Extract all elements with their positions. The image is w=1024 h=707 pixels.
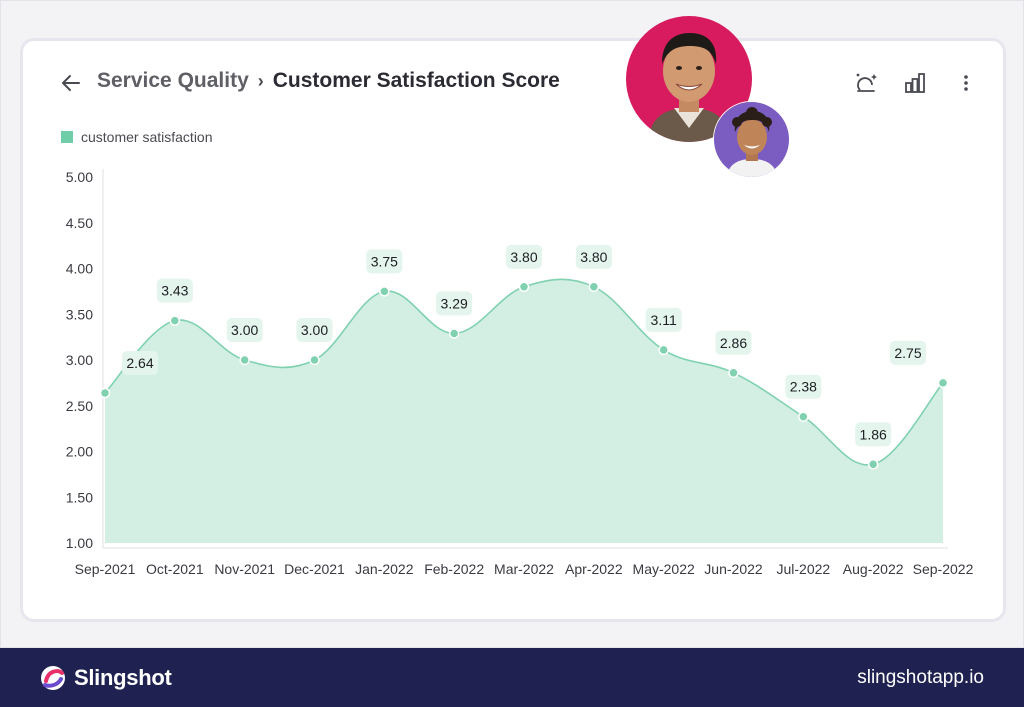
more-options-button[interactable] (952, 69, 980, 97)
data-point[interactable] (658, 344, 669, 356)
data-point[interactable] (728, 367, 739, 379)
breadcrumb-separator: › (257, 70, 264, 91)
data-label: 2.86 (720, 335, 747, 351)
series-area (105, 279, 943, 543)
area-chart: 1.00 1.50 2.00 2.50 3.00 3.50 4.00 4.50 5.00 Sep… (66, 169, 974, 577)
data-point[interactable] (937, 377, 949, 389)
breadcrumb: Service Quality › Customer Satisfaction … (97, 69, 560, 93)
breadcrumb-parent[interactable]: Service Quality (97, 69, 249, 92)
data-label-bg (156, 278, 193, 303)
data-label-bg (645, 307, 682, 332)
y-axis: 1.00 1.50 2.00 2.50 3.00 3.50 4.00 4.50 5.00 (66, 169, 93, 551)
data-points (99, 281, 949, 470)
bar-chart-icon (905, 73, 925, 93)
data-label-bg (890, 340, 926, 365)
data-label-bg (855, 422, 892, 447)
data-point[interactable] (309, 354, 320, 366)
data-label-bg (785, 374, 822, 399)
x-axis: Sep-2021 Oct-2021 Nov-2021 Dec-2021 Jan-2022… (75, 561, 974, 577)
brand-name: Slingshot (74, 664, 172, 690)
data-point[interactable] (99, 387, 111, 399)
x-tick-label: Nov-2021 (214, 561, 275, 577)
presenter-avatar-large (626, 16, 752, 142)
y-tick-label: 4.00 (66, 261, 93, 277)
page-title: Customer Satisfaction Score (272, 69, 560, 92)
chart-header: Service Quality › Customer Satisfaction … (23, 41, 1003, 121)
data-label-bg (366, 249, 403, 274)
x-tick-label: Oct-2021 (146, 561, 204, 577)
data-label-bg (575, 244, 612, 269)
y-tick-label: 1.00 (66, 535, 93, 551)
x-tick-label: Sep-2022 (913, 561, 974, 577)
data-point[interactable] (867, 459, 879, 470)
data-label: 2.64 (126, 355, 153, 371)
data-label: 2.75 (894, 345, 921, 361)
x-tick-label: Feb-2022 (424, 561, 484, 577)
y-tick-label: 3.50 (66, 306, 93, 322)
data-label: 3.75 (371, 253, 398, 269)
y-tick-label: 2.00 (66, 444, 93, 460)
data-labels: 2.64 3.43 3.00 3.00 3.75 3.29 3.80 3.80 3.11 2.86… (122, 244, 926, 447)
data-point[interactable] (239, 354, 250, 366)
data-point[interactable] (169, 315, 181, 326)
data-label: 1.86 (860, 426, 887, 442)
data-point[interactable] (379, 286, 390, 297)
footer-bar: Slingshot slingshotapp.io (0, 648, 1024, 707)
brand[interactable]: Slingshot (38, 663, 172, 693)
data-label-bg (122, 350, 158, 375)
legend-label[interactable]: customer satisfaction (81, 129, 213, 145)
x-tick-label: Jan-2022 (355, 561, 414, 577)
x-tick-label: May-2022 (633, 561, 695, 577)
x-tick-label: Dec-2021 (284, 561, 345, 577)
data-label: 3.80 (580, 249, 607, 265)
data-point[interactable] (518, 281, 530, 293)
more-vertical-icon (964, 75, 968, 91)
data-label-bg (436, 291, 473, 316)
data-label: 3.80 (510, 249, 537, 265)
chart-card: Service Quality › Customer Satisfaction … (20, 38, 1006, 622)
x-tick-label: Jun-2022 (704, 561, 763, 577)
data-point[interactable] (588, 281, 600, 293)
insights-button[interactable] (852, 69, 880, 97)
x-tick-label: Apr-2022 (565, 561, 623, 577)
data-point[interactable] (448, 328, 460, 339)
x-tick-label: Jul-2022 (776, 561, 830, 577)
data-point[interactable] (798, 411, 809, 422)
footer-url-link[interactable]: slingshotapp.io (857, 666, 984, 688)
chart-type-button[interactable] (901, 69, 929, 97)
x-tick-label: Aug-2022 (843, 561, 904, 577)
magic-icon (856, 73, 877, 92)
slingshot-logo-icon (41, 665, 65, 690)
data-label-bg (226, 318, 263, 342)
arrow-left-icon (62, 75, 80, 91)
presenter-avatar-small (713, 101, 790, 178)
data-label-bg (715, 330, 752, 355)
y-tick-label: 3.00 (66, 352, 93, 368)
x-tick-label: Mar-2022 (494, 561, 554, 577)
y-tick-label: 2.50 (66, 398, 93, 414)
y-tick-label: 5.00 (66, 169, 93, 185)
data-label: 3.00 (231, 322, 258, 338)
data-label: 3.11 (651, 312, 677, 328)
data-label-bg (296, 318, 333, 342)
data-label: 3.29 (441, 295, 468, 311)
data-label: 2.38 (790, 379, 817, 395)
data-label-bg (506, 244, 542, 269)
chart-legend: customer satisfaction (61, 129, 213, 145)
person-avatar-icon (626, 16, 752, 142)
data-label: 3.43 (161, 283, 188, 299)
x-tick-label: Sep-2021 (75, 561, 136, 577)
data-label: 3.00 (301, 322, 328, 338)
back-button[interactable] (59, 71, 83, 95)
y-tick-label: 4.50 (66, 215, 93, 231)
y-tick-label: 1.50 (66, 489, 93, 505)
legend-swatch (61, 131, 73, 143)
person-avatar-icon (714, 102, 789, 177)
